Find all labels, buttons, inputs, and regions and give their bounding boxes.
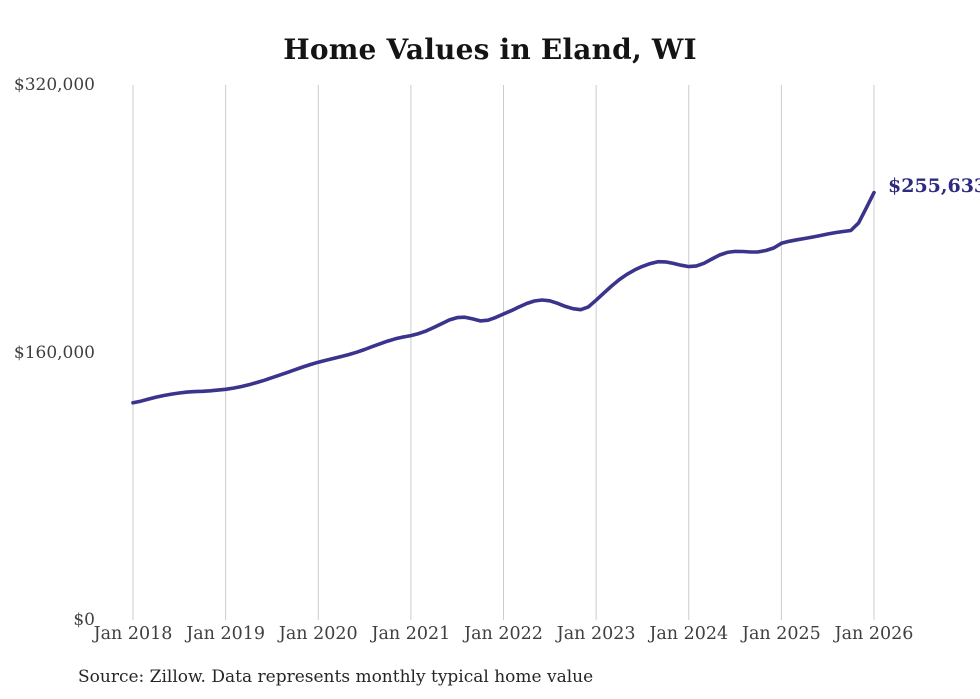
x-tick-label: Jan 2025: [741, 624, 821, 644]
y-tick-label: $160,000: [13, 342, 95, 363]
x-tick-label: Jan 2026: [834, 624, 914, 644]
gridlines: [132, 85, 875, 620]
chart-title: Home Values in Eland, WI: [283, 33, 697, 66]
x-tick-label: Jan 2020: [278, 624, 358, 644]
x-tick-label: Jan 2023: [556, 624, 636, 644]
x-tick-label: Jan 2019: [186, 624, 266, 644]
latest-value-label: $255,633: [888, 174, 980, 197]
x-tick-label: Jan 2018: [93, 624, 173, 644]
x-tick-label: Jan 2021: [371, 624, 451, 644]
source-note: Source: Zillow. Data represents monthly …: [78, 667, 594, 687]
x-tick-label: Jan 2022: [464, 624, 543, 644]
y-tick-label: $0: [73, 610, 95, 630]
x-tick-label: Jan 2024: [649, 624, 729, 644]
home-value-line: [131, 190, 876, 405]
y-tick-label: $320,000: [13, 75, 95, 95]
